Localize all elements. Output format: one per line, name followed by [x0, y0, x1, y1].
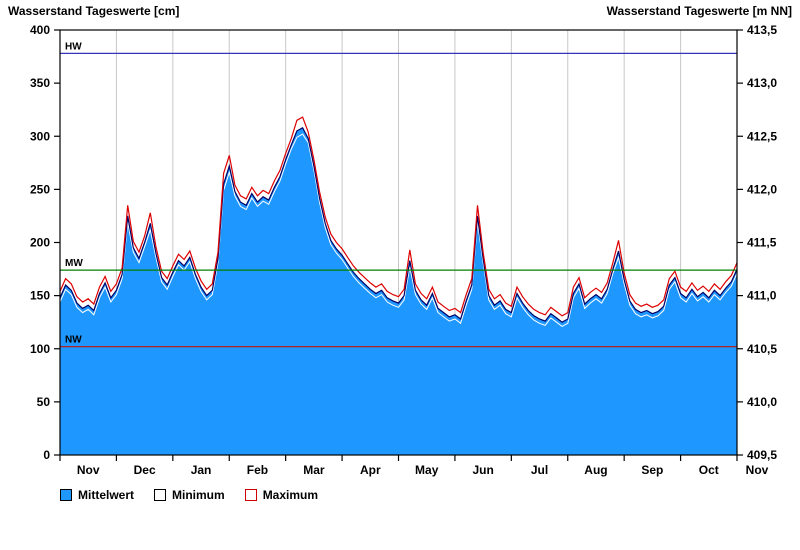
reference-label-nw: NW	[65, 335, 82, 346]
month-label: Mar	[303, 463, 325, 477]
left-axis-tick-label: 100	[30, 342, 50, 356]
month-label: Feb	[247, 463, 268, 477]
right-axis-tick-label: 410,0	[747, 395, 777, 409]
left-axis-tick-label: 200	[30, 236, 50, 250]
right-axis-tick-label: 413,0	[747, 76, 777, 90]
legend: Mittelwert Minimum Maximum	[60, 488, 318, 502]
legend-item-minimum: Minimum	[154, 488, 225, 502]
legend-label-maximum: Maximum	[262, 488, 319, 502]
legend-swatch-1	[154, 489, 167, 501]
month-label: May	[415, 463, 439, 477]
right-axis-tick-label: 413,5	[747, 23, 777, 37]
legend-item-mittelwert: Mittelwert	[60, 488, 134, 502]
month-label: Aug	[584, 463, 607, 477]
mittelwert-line	[59, 126, 738, 323]
month-label: Sep	[641, 463, 663, 477]
legend-item-maximum: Maximum	[244, 488, 319, 502]
reference-label-hw: HW	[65, 41, 82, 52]
right-axis-tick-label: 412,0	[747, 182, 777, 196]
right-axis-tick-label: 411,0	[747, 289, 777, 303]
left-axis-tick-label: 250	[30, 182, 50, 196]
legend-label-minimum: Minimum	[172, 488, 225, 502]
right-axis-tick-label: 412,5	[747, 129, 777, 143]
legend-swatch-0	[60, 489, 72, 501]
minimum-line	[59, 133, 738, 327]
month-label: Dec	[134, 463, 156, 477]
month-label: Jan	[191, 463, 212, 477]
left-axis-tick-label: 50	[37, 395, 51, 409]
left-axis-title: Wasserstand Tageswerte [cm]	[8, 4, 180, 18]
month-label: Apr	[360, 463, 381, 477]
legend-label-mittelwert: Mittelwert	[78, 488, 135, 502]
right-axis-tick-label: 411,5	[747, 236, 777, 250]
mittelwert-area	[60, 127, 737, 456]
right-axis-tick-label: 410,5	[747, 342, 777, 356]
left-axis-tick-label: 350	[30, 76, 50, 90]
month-label: Nov	[746, 463, 769, 477]
maximum-line	[59, 116, 738, 317]
left-axis-tick-label: 300	[30, 129, 50, 143]
right-axis-tick-label: 409,5	[747, 448, 777, 462]
left-axis-tick-label: 400	[30, 23, 50, 37]
legend-swatch-2	[244, 489, 257, 501]
left-axis-tick-label: 150	[30, 289, 50, 303]
reference-label-mw: MW	[65, 258, 83, 269]
month-label: Jun	[472, 463, 493, 477]
month-label: Jul	[531, 463, 548, 477]
left-axis-tick-label: 0	[43, 448, 50, 462]
right-axis-title: Wasserstand Tageswerte [m NN]	[606, 4, 792, 18]
month-label: Nov	[77, 463, 100, 477]
month-label: Oct	[699, 463, 719, 477]
